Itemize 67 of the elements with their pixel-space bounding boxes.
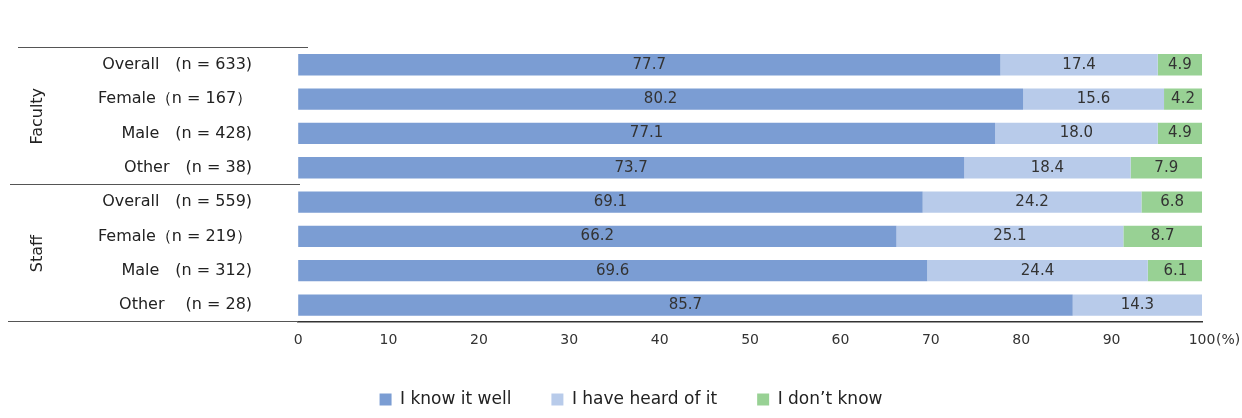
data-label: 6.1 bbox=[1163, 260, 1188, 279]
bar bbox=[298, 260, 928, 282]
bar bbox=[298, 88, 1024, 110]
legend-label: I have heard of it bbox=[571, 387, 718, 408]
x-tick-label: 40 bbox=[650, 331, 669, 348]
data-label: 69.1 bbox=[593, 191, 628, 210]
legend-label: I know it well bbox=[400, 387, 512, 408]
bar bbox=[1023, 88, 1165, 110]
bar bbox=[922, 191, 1142, 213]
bar bbox=[298, 54, 1001, 76]
bar bbox=[1141, 191, 1202, 213]
data-label: 6.8 bbox=[1160, 191, 1185, 210]
bar bbox=[964, 157, 1131, 179]
y-tick-label: Other (n = 38) bbox=[124, 156, 253, 176]
x-tick-label: 90 bbox=[1102, 331, 1121, 348]
x-tick-label: 60 bbox=[831, 331, 850, 348]
data-label: 15.6 bbox=[1076, 88, 1111, 107]
y-tick-label: Female（n = 219） bbox=[98, 225, 253, 245]
bar bbox=[896, 225, 1124, 248]
data-label: 25.1 bbox=[993, 226, 1027, 245]
data-label: 24.4 bbox=[1020, 260, 1055, 279]
bar bbox=[1123, 225, 1202, 248]
data-label: 4.9 bbox=[1167, 123, 1192, 142]
bar bbox=[1072, 294, 1202, 316]
data-label: 14.3 bbox=[1120, 294, 1155, 313]
data-label: 4.2 bbox=[1171, 88, 1195, 107]
data-label: 24.2 bbox=[1015, 191, 1049, 210]
bar bbox=[927, 260, 1148, 282]
x-tick-label: 50 bbox=[741, 331, 759, 348]
y-tick-label: Other (n = 28) bbox=[119, 294, 253, 314]
x-axis-title: (%) bbox=[1216, 330, 1241, 347]
text: Staff bbox=[27, 233, 47, 273]
data-label: 8.7 bbox=[1150, 226, 1175, 245]
data-label: 69.6 bbox=[595, 260, 630, 279]
x-tick-label: 30 bbox=[560, 331, 579, 348]
data-label: 73.7 bbox=[614, 157, 648, 176]
data-label: 18.4 bbox=[1030, 157, 1065, 176]
x-tick-label: 20 bbox=[469, 331, 488, 348]
bar bbox=[1130, 157, 1202, 179]
y-tick-label: Male (n = 428) bbox=[121, 122, 253, 142]
y-tick-label: Overall (n = 633) bbox=[102, 53, 253, 73]
bar bbox=[298, 294, 1073, 316]
data-label: 7.9 bbox=[1154, 157, 1179, 176]
x-tick-label: 0 bbox=[293, 331, 303, 348]
x-tick-label: 100 bbox=[1188, 331, 1216, 348]
data-label: 77.1 bbox=[629, 123, 664, 142]
y-tick-label: Overall (n = 559) bbox=[102, 191, 253, 211]
data-label: 4.9 bbox=[1167, 54, 1192, 73]
y-tick-label: Male (n = 312) bbox=[121, 259, 253, 279]
data-label: 18.0 bbox=[1059, 123, 1094, 142]
data-label: 85.7 bbox=[668, 294, 703, 313]
data-label: 80.2 bbox=[643, 88, 678, 107]
bar bbox=[995, 122, 1158, 145]
legend-label: I don’t know bbox=[777, 387, 883, 408]
data-label: 66.2 bbox=[580, 226, 614, 245]
bar bbox=[1000, 54, 1158, 76]
bar bbox=[298, 225, 897, 248]
bar bbox=[298, 157, 965, 179]
x-tick-label: 80 bbox=[1012, 331, 1031, 348]
bar bbox=[298, 191, 923, 213]
y-tick-label: Female（n = 167） bbox=[98, 88, 253, 108]
text: Faculty bbox=[27, 87, 47, 145]
bar bbox=[298, 122, 996, 145]
x-tick-label: 70 bbox=[921, 331, 940, 348]
data-label: 77.7 bbox=[632, 54, 666, 73]
data-label: 17.4 bbox=[1062, 54, 1096, 73]
x-tick-label: 10 bbox=[379, 331, 398, 348]
